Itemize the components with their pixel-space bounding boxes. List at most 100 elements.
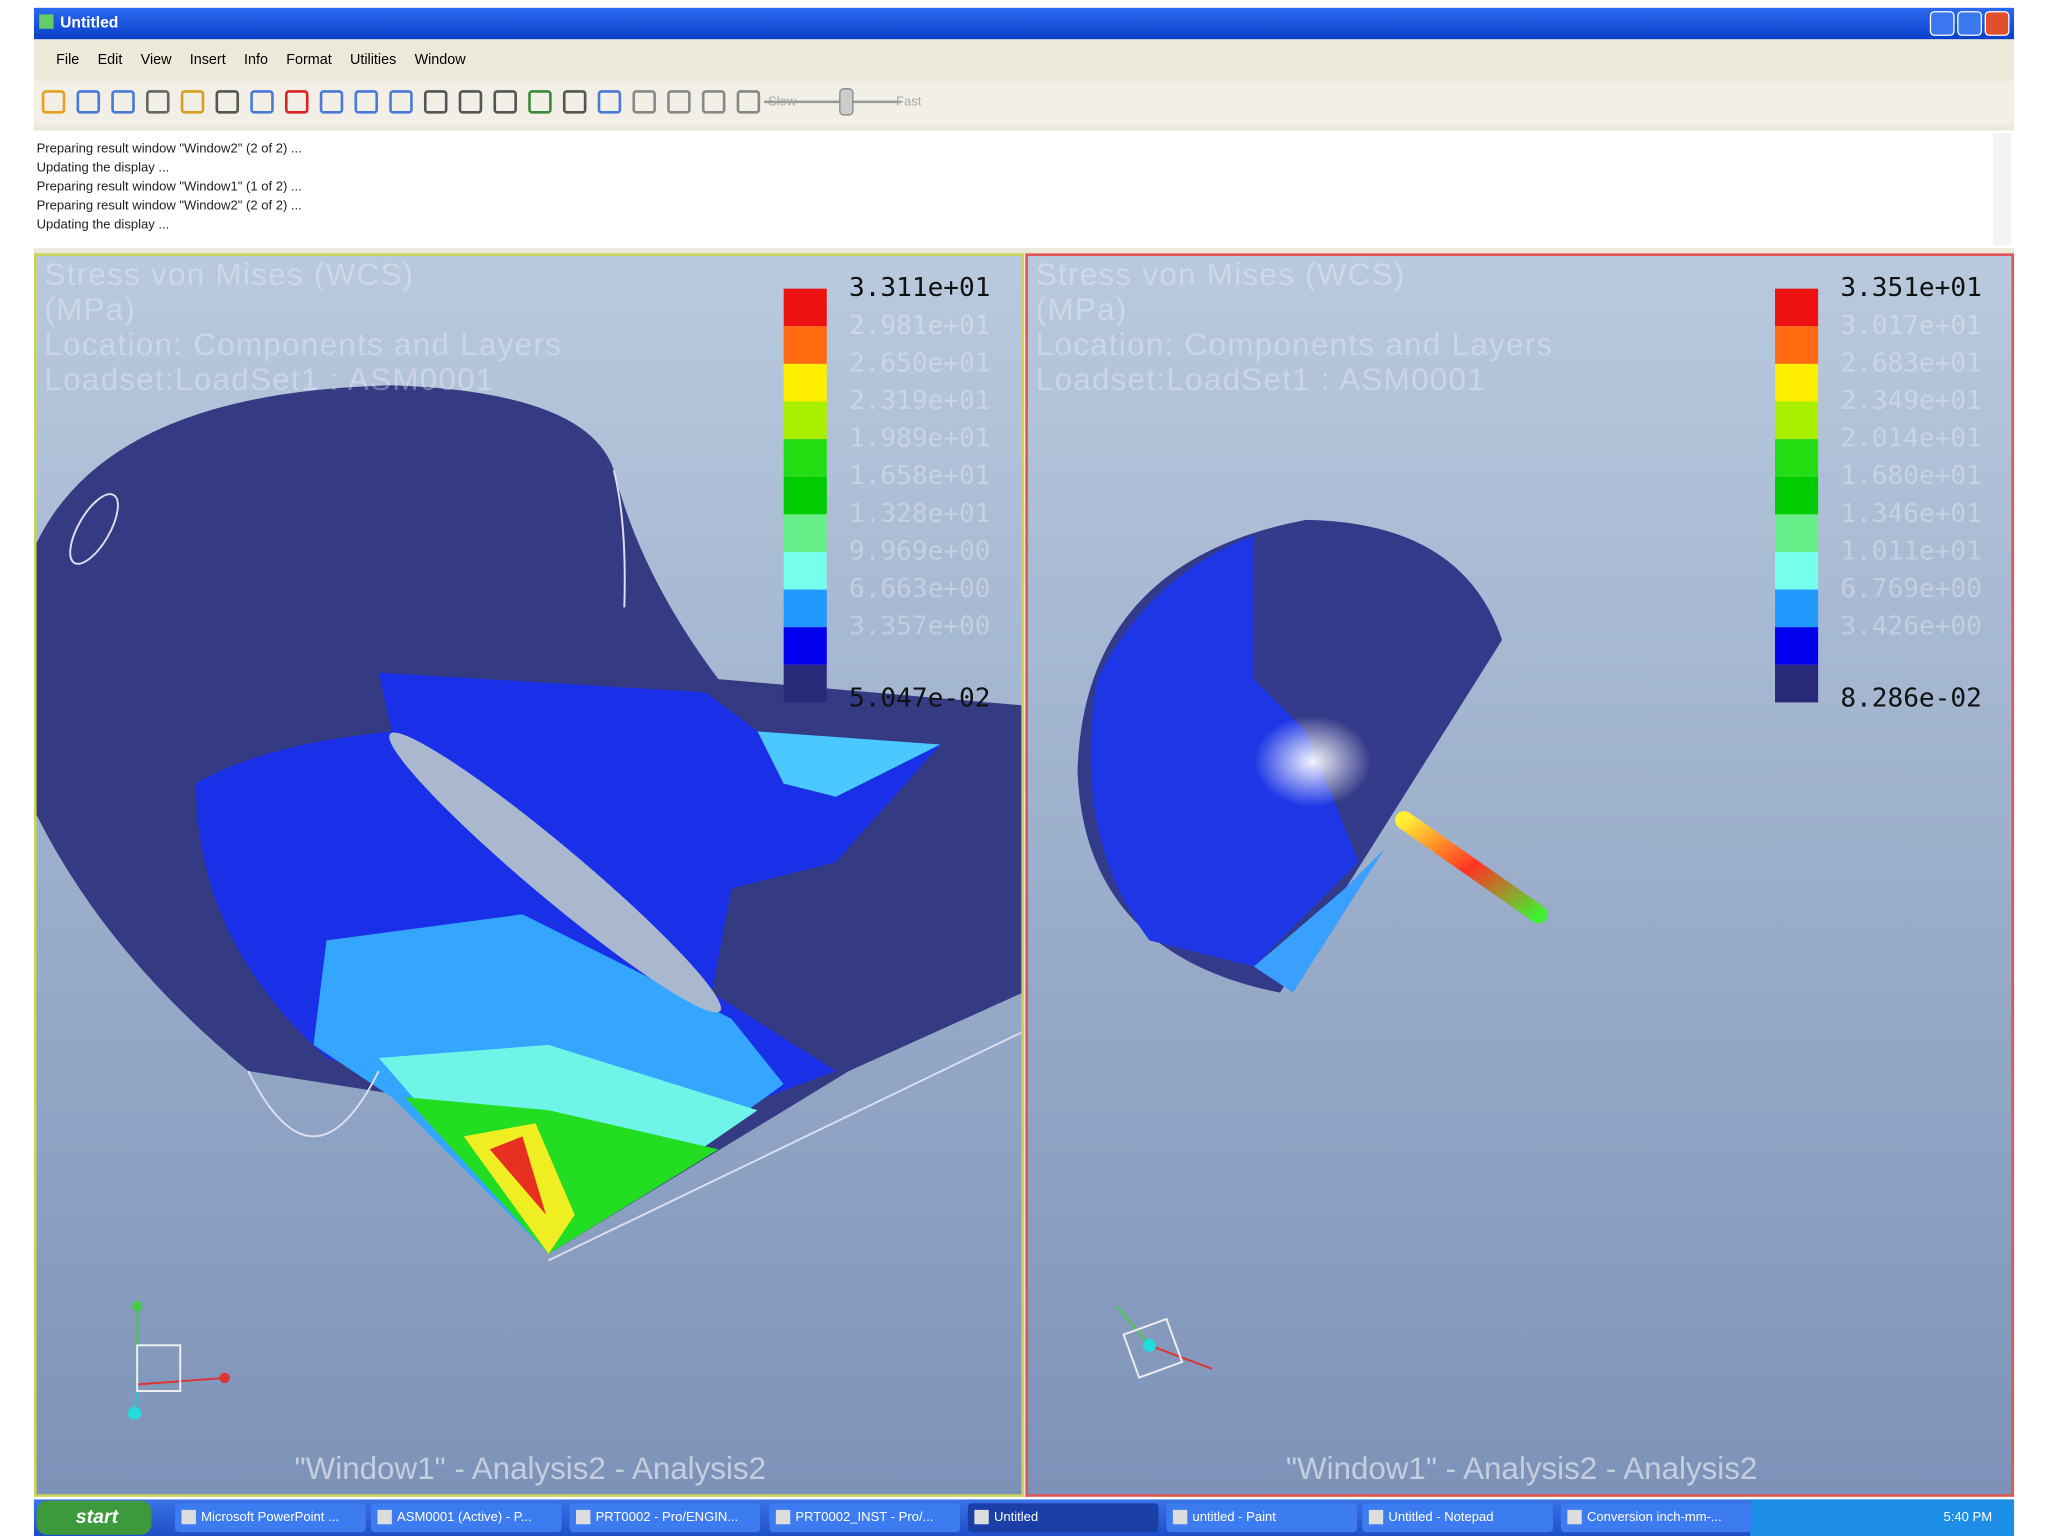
toolbar-button[interactable] bbox=[736, 90, 761, 114]
result-title-line: Loadset:LoadSet1 : ASM0001 bbox=[1036, 362, 1486, 397]
message-scrollbar[interactable] bbox=[1993, 133, 2012, 246]
toolbar-button[interactable] bbox=[250, 90, 274, 114]
legend-swatch bbox=[783, 664, 827, 703]
taskbar-item-label: ASM0001 (Active) - P... bbox=[397, 1509, 532, 1524]
toolbar-button[interactable] bbox=[180, 90, 205, 114]
legend-swatch bbox=[783, 288, 827, 327]
toolbar-button[interactable] bbox=[111, 90, 135, 114]
legend-value: 1.658e+01 bbox=[849, 461, 990, 491]
taskbar-item[interactable] bbox=[569, 1503, 761, 1533]
legend-value: 2.683e+01 bbox=[1840, 348, 1981, 378]
toolbar-button[interactable] bbox=[215, 90, 240, 114]
menu-item[interactable]: Window bbox=[415, 52, 467, 68]
maximize-button[interactable] bbox=[1957, 11, 1983, 36]
toolbar-button[interactable] bbox=[458, 90, 483, 114]
legend-swatch bbox=[1775, 551, 1819, 590]
model-2 bbox=[1077, 519, 1548, 993]
legend-value: 1.989e+01 bbox=[849, 424, 990, 454]
toolbar-button[interactable] bbox=[528, 90, 552, 114]
toolbar-button[interactable] bbox=[597, 90, 622, 114]
app-icon bbox=[39, 14, 54, 29]
legend-value: 3.017e+01 bbox=[1840, 311, 1981, 341]
result-title-line: Loadset:LoadSet1 : ASM0001 bbox=[44, 362, 494, 397]
menu-item[interactable]: Edit bbox=[98, 52, 123, 68]
taskbar-item-icon bbox=[1172, 1509, 1188, 1525]
toolbar-button[interactable] bbox=[146, 90, 170, 114]
result-title-line: Stress von Mises (WCS) bbox=[1036, 257, 1406, 292]
legend-value: 2.650e+01 bbox=[849, 348, 990, 378]
menu-item[interactable]: File bbox=[56, 52, 79, 68]
taskbar-item-label: Untitled bbox=[994, 1509, 1038, 1524]
speed-slow-label: Slow bbox=[768, 93, 797, 108]
start-button[interactable] bbox=[36, 1500, 152, 1535]
log-line: Preparing result window "Window2" (2 of … bbox=[37, 198, 302, 213]
legend-swatch bbox=[783, 627, 827, 665]
legend-swatch bbox=[1775, 401, 1819, 440]
legend-swatch bbox=[783, 401, 827, 440]
taskbar-item-icon bbox=[576, 1509, 591, 1525]
taskbar-item[interactable] bbox=[967, 1503, 1159, 1533]
result-title-line: (MPa) bbox=[44, 292, 136, 327]
legend-swatch bbox=[783, 326, 827, 364]
axis-triad-1 bbox=[128, 1300, 230, 1420]
result-title-line: Location: Components and Layers bbox=[1036, 327, 1554, 362]
taskbar-item-icon bbox=[775, 1509, 791, 1525]
taskbar-item-icon bbox=[1567, 1509, 1582, 1525]
taskbar-item-icon bbox=[974, 1509, 989, 1525]
taskbar-item[interactable] bbox=[1362, 1503, 1553, 1533]
start-label: start bbox=[76, 1506, 120, 1528]
toolbar-button[interactable] bbox=[667, 90, 691, 114]
minimize-button[interactable] bbox=[1929, 11, 1955, 36]
toolbar-button[interactable] bbox=[354, 90, 378, 114]
speed-fast-label: Fast bbox=[896, 93, 922, 108]
legend-value: 6.663e+00 bbox=[849, 574, 990, 604]
taskbar-item-label: Conversion inch-mm-... bbox=[1587, 1509, 1722, 1524]
menu-item[interactable]: Format bbox=[286, 52, 331, 68]
taskbar-item[interactable] bbox=[1166, 1503, 1358, 1533]
taskbar-item[interactable] bbox=[370, 1503, 562, 1533]
legend-value: 3.426e+00 bbox=[1840, 612, 1981, 642]
menu-item[interactable]: View bbox=[141, 52, 172, 68]
toolbar-button[interactable] bbox=[41, 90, 66, 114]
toolbar-button[interactable] bbox=[284, 90, 309, 114]
legend-swatch bbox=[783, 514, 827, 552]
taskbar-item-label: Microsoft PowerPoint ... bbox=[201, 1509, 339, 1524]
legend-value: 6.769e+00 bbox=[1840, 574, 1981, 604]
taskbar-item[interactable] bbox=[175, 1503, 366, 1533]
toolbar-button[interactable] bbox=[319, 90, 344, 114]
legend-value: 3.357e+00 bbox=[849, 612, 990, 642]
taskbar-item-icon bbox=[1368, 1509, 1384, 1525]
toolbar bbox=[33, 80, 2015, 126]
menu-item[interactable]: Info bbox=[244, 52, 268, 68]
taskbar-item[interactable] bbox=[1560, 1503, 1752, 1533]
legend-swatch bbox=[1775, 589, 1819, 628]
legend-value: 1.346e+01 bbox=[1840, 499, 1981, 529]
legend-swatch bbox=[1775, 664, 1819, 703]
toolbar-button[interactable] bbox=[562, 90, 587, 114]
legend-swatch bbox=[1775, 627, 1819, 665]
legend-swatch bbox=[783, 551, 827, 590]
legend-swatch bbox=[1775, 514, 1819, 552]
taskbar-item-icon bbox=[377, 1509, 392, 1525]
legend-swatch bbox=[783, 439, 827, 477]
toolbar-button[interactable] bbox=[76, 90, 101, 114]
taskbar-item-label: untitled - Paint bbox=[1192, 1509, 1276, 1524]
legend-value: 1.680e+01 bbox=[1840, 461, 1981, 491]
toolbar-button[interactable] bbox=[701, 90, 726, 114]
toolbar-button[interactable] bbox=[632, 90, 656, 114]
toolbar-button[interactable] bbox=[493, 90, 517, 114]
legend-swatch bbox=[783, 476, 827, 515]
close-button[interactable] bbox=[1984, 11, 2010, 36]
menu-item[interactable]: Insert bbox=[190, 52, 226, 68]
taskbar-item[interactable] bbox=[769, 1503, 960, 1533]
toolbar-button[interactable] bbox=[423, 90, 448, 114]
menu-item[interactable]: Utilities bbox=[350, 52, 396, 68]
toolbar-button[interactable] bbox=[389, 90, 413, 114]
legend-value: 3.311e+01 bbox=[849, 273, 990, 303]
legend-swatch bbox=[1775, 439, 1819, 477]
speed-slider-thumb[interactable] bbox=[839, 88, 854, 116]
log-line: Updating the display ... bbox=[37, 159, 170, 174]
legend-value: 2.981e+01 bbox=[849, 311, 990, 341]
